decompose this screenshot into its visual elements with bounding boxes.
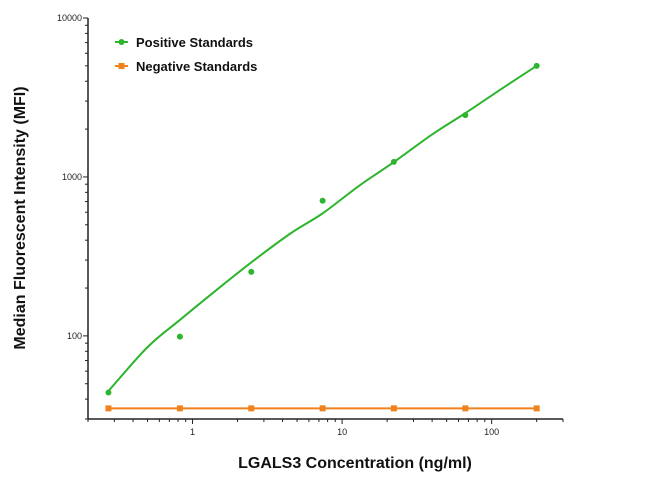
data-point [462, 405, 469, 412]
fit-curve [107, 65, 538, 392]
legend-marker [118, 39, 125, 45]
x-tick-label: 10 [337, 427, 347, 437]
data-point [176, 405, 183, 412]
legend: Positive Standards Negative Standards [115, 35, 257, 74]
data-point [248, 405, 255, 412]
marks [105, 62, 540, 412]
legend-label: Positive Standards [136, 35, 253, 50]
data-point [176, 333, 183, 340]
y-tick-label: 10000 [57, 13, 82, 23]
y-axis-label: Median Fluorescent Intensity (MFI) [12, 86, 29, 349]
data-point [319, 405, 326, 412]
data-point [462, 112, 469, 119]
x-tick-label: 100 [484, 427, 499, 437]
axes: 100 1000 10000 1 10 100 [57, 13, 564, 437]
data-point [105, 389, 112, 396]
legend-label: Negative Standards [136, 59, 257, 74]
data-point [105, 405, 112, 412]
data-point [533, 62, 540, 69]
x-axis-label: LGALS3 Concentration (ng/ml) [238, 455, 472, 472]
series-1 [105, 405, 540, 412]
data-point [390, 405, 397, 412]
data-point [533, 405, 540, 412]
x-tick-label: 1 [190, 427, 195, 437]
y-tick-label: 100 [67, 331, 82, 341]
data-point [319, 197, 326, 204]
y-tick-label: 1000 [62, 172, 82, 182]
data-point [248, 268, 255, 275]
legend-marker [118, 63, 125, 69]
series-0 [105, 62, 540, 396]
data-point [390, 158, 397, 165]
